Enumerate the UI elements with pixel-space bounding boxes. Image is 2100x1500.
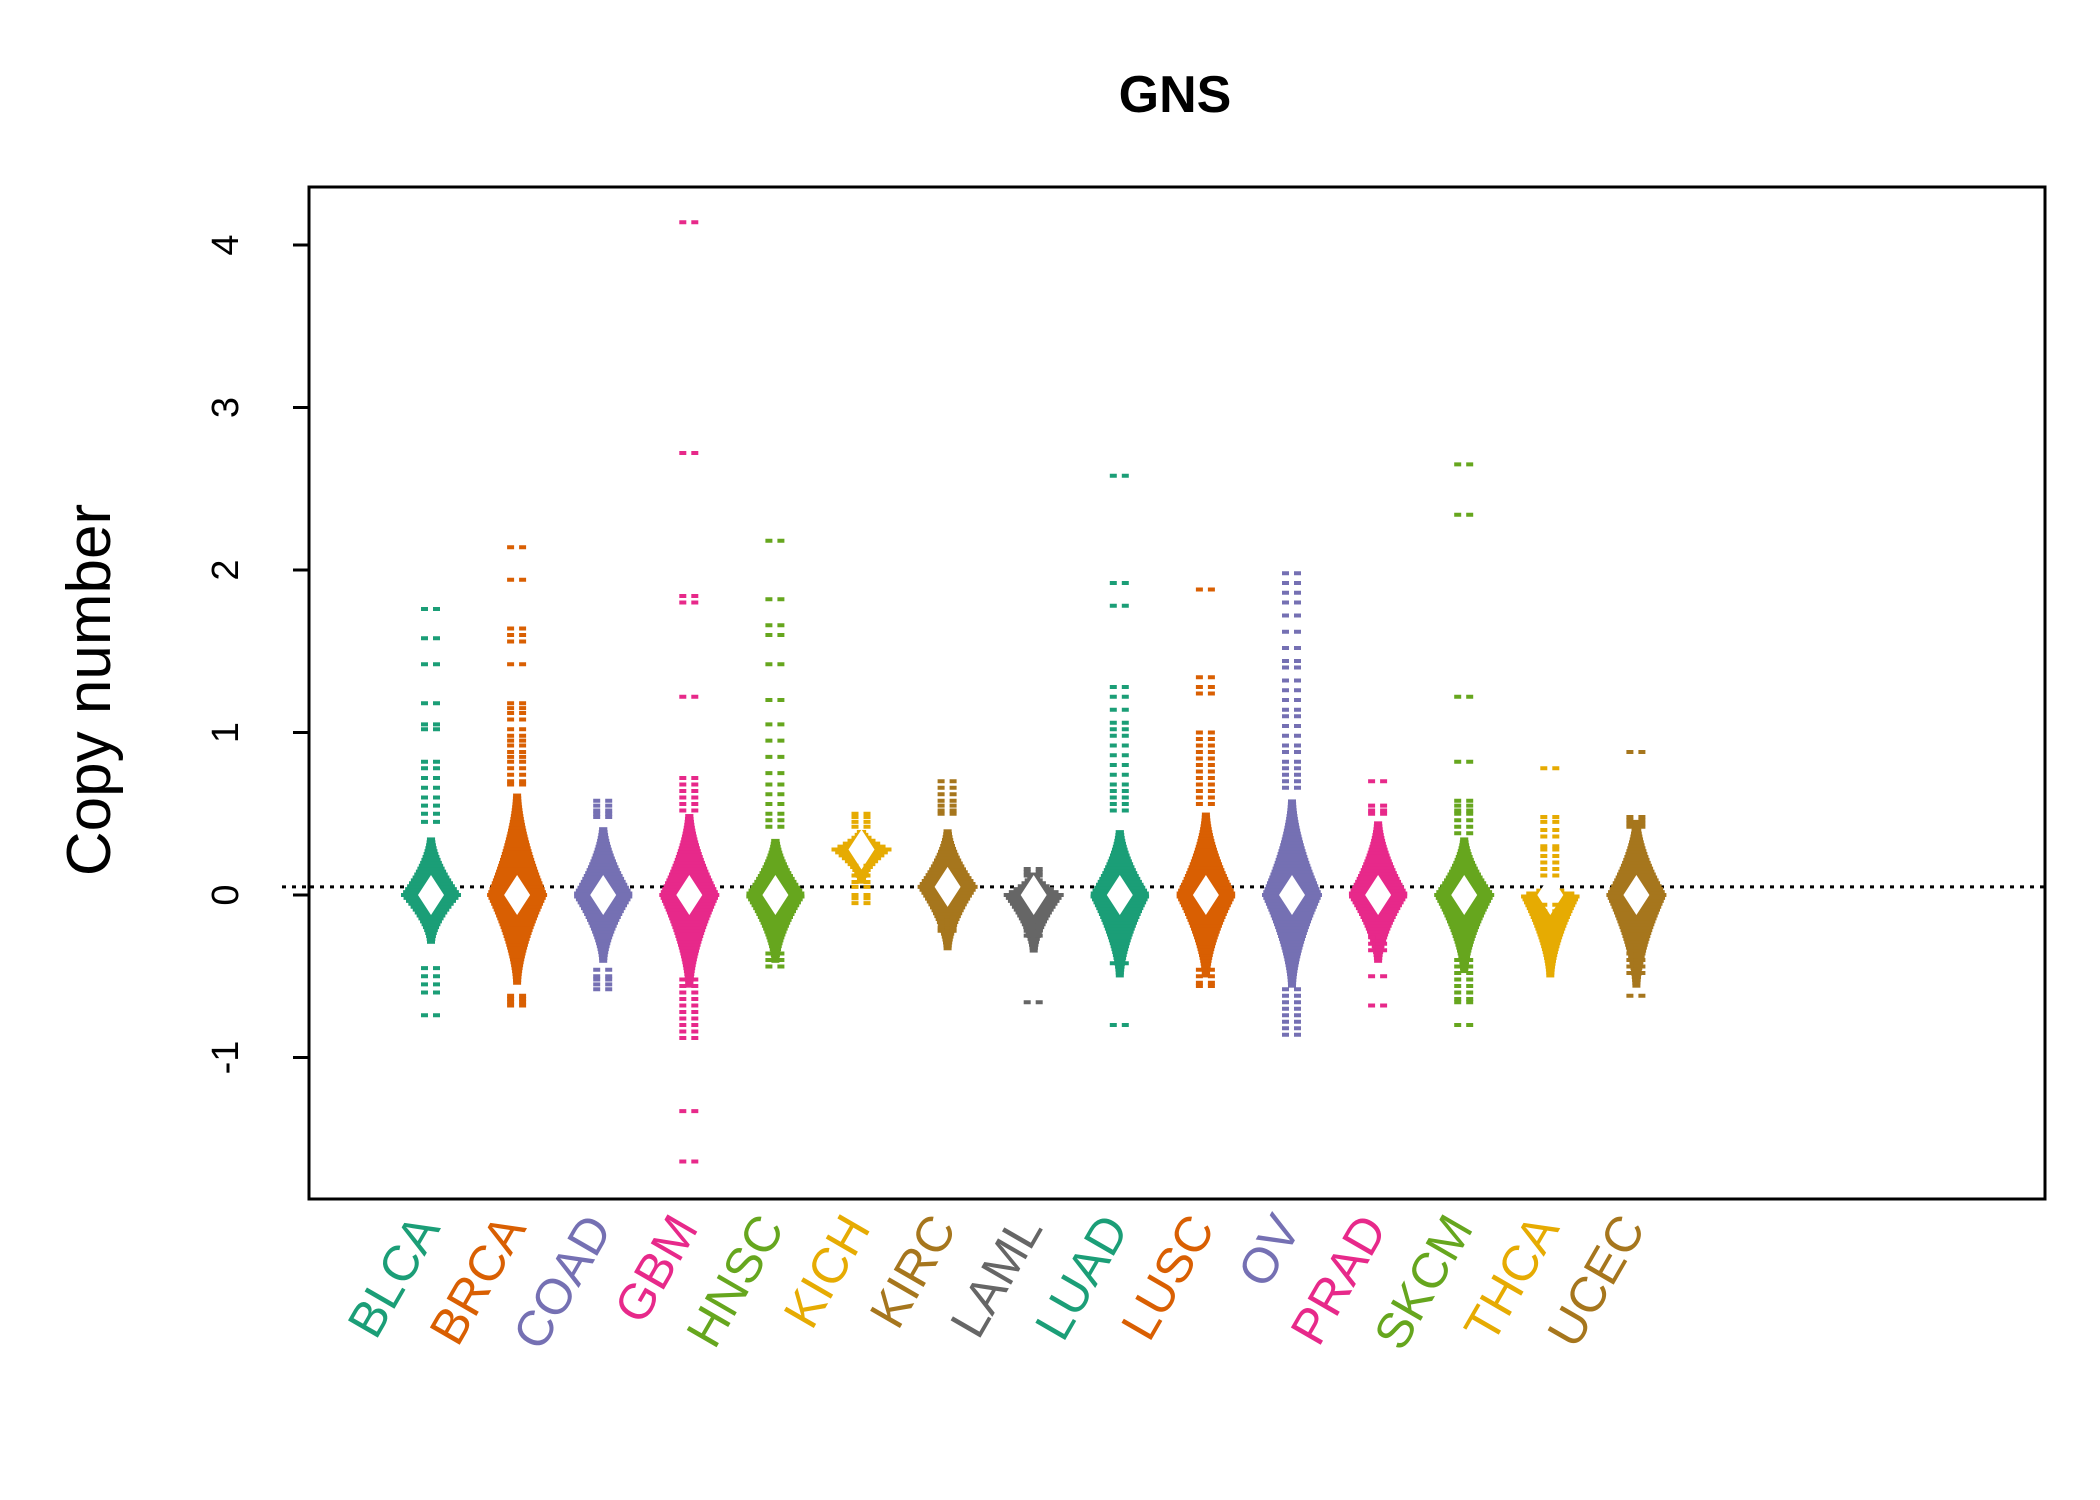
plot-frame xyxy=(307,185,2047,1201)
median-notch xyxy=(418,875,444,915)
category-group-lusc xyxy=(1176,587,1236,988)
median-notch xyxy=(1623,875,1650,915)
category-group-brca xyxy=(487,545,548,1008)
category-group-laml xyxy=(1003,867,1064,1005)
category-group-blca xyxy=(401,607,461,1018)
y-tick-label: 2 xyxy=(205,559,247,580)
median-notch xyxy=(1279,875,1305,915)
median-notch xyxy=(762,875,789,915)
y-tick-label: 0 xyxy=(205,884,247,905)
median-notch xyxy=(848,829,875,870)
x-tick-label: OV xyxy=(1227,1205,1312,1296)
category-group-ov xyxy=(1262,571,1322,1037)
y-axis-label: Copy number xyxy=(55,504,124,876)
category-group-hnsc xyxy=(746,538,805,969)
category-group-kich xyxy=(831,811,892,906)
median-notch xyxy=(1020,875,1047,915)
y-tick-label: 1 xyxy=(205,722,247,743)
category-group-prad xyxy=(1348,779,1408,1008)
category-group-gbm xyxy=(659,220,720,1164)
category-group-coad xyxy=(574,798,633,992)
median-notch xyxy=(1365,875,1392,915)
chart-title: GNS xyxy=(1119,66,1232,124)
median-notch xyxy=(504,875,531,915)
x-tick-label: KICH xyxy=(773,1206,881,1337)
category-group-luad xyxy=(1090,473,1150,1027)
median-notch xyxy=(1192,875,1219,915)
category-group-skcm xyxy=(1434,462,1495,1027)
category-group-ucec xyxy=(1606,750,1667,998)
median-notch xyxy=(590,875,617,915)
median-notch xyxy=(1451,875,1478,915)
category-group-kirc xyxy=(917,779,978,951)
plot-marks xyxy=(282,220,2045,1164)
y-tick-label: -1 xyxy=(205,1041,247,1075)
y-axis: -1 0 1 2 3 4 xyxy=(205,234,309,1074)
median-notch xyxy=(676,875,703,915)
category-group-thca xyxy=(1521,766,1580,978)
y-tick-label: 4 xyxy=(205,234,247,255)
median-notch xyxy=(934,866,961,907)
y-tick-label: 3 xyxy=(205,397,247,418)
median-notch xyxy=(1106,875,1133,915)
